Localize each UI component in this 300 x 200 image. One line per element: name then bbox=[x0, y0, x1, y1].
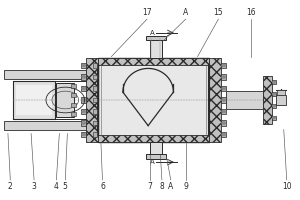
Bar bbox=[209, 58, 221, 142]
Circle shape bbox=[222, 64, 226, 67]
Circle shape bbox=[82, 64, 86, 67]
Bar bbox=[93, 63, 98, 68]
Bar bbox=[263, 76, 272, 124]
Circle shape bbox=[222, 133, 226, 136]
Bar bbox=[272, 92, 276, 96]
Bar bbox=[221, 63, 226, 68]
Text: 10: 10 bbox=[282, 182, 292, 191]
Bar bbox=[93, 86, 98, 91]
Circle shape bbox=[272, 117, 276, 119]
Circle shape bbox=[272, 105, 276, 107]
Text: 16: 16 bbox=[246, 8, 256, 17]
Bar bbox=[272, 116, 276, 120]
Bar bbox=[81, 63, 86, 68]
Bar bbox=[221, 86, 226, 91]
Bar bbox=[4, 121, 85, 130]
Text: 4: 4 bbox=[54, 182, 59, 191]
Bar bbox=[221, 74, 226, 80]
Bar bbox=[81, 132, 86, 137]
Bar bbox=[221, 109, 226, 114]
Circle shape bbox=[82, 122, 86, 124]
Circle shape bbox=[82, 99, 86, 101]
Bar bbox=[4, 70, 85, 79]
Circle shape bbox=[82, 133, 86, 136]
Bar bbox=[81, 120, 86, 126]
Bar bbox=[93, 109, 98, 114]
Circle shape bbox=[272, 93, 276, 95]
Circle shape bbox=[82, 87, 86, 90]
Bar bbox=[93, 132, 98, 137]
Bar bbox=[226, 91, 263, 109]
Text: 8: 8 bbox=[160, 182, 164, 191]
Bar bbox=[70, 103, 76, 107]
Text: 15: 15 bbox=[214, 8, 223, 17]
Text: 6: 6 bbox=[100, 182, 105, 191]
Bar bbox=[16, 85, 52, 115]
Bar bbox=[85, 58, 98, 142]
Bar bbox=[276, 95, 286, 105]
Bar bbox=[221, 120, 226, 126]
Bar bbox=[272, 104, 276, 108]
Bar bbox=[93, 98, 98, 102]
Bar bbox=[70, 112, 76, 116]
Circle shape bbox=[222, 99, 226, 101]
Bar bbox=[81, 109, 86, 114]
Text: 3: 3 bbox=[32, 182, 37, 191]
Bar bbox=[146, 36, 166, 40]
Bar bbox=[81, 74, 86, 80]
Text: A: A bbox=[150, 159, 155, 165]
Circle shape bbox=[222, 122, 226, 124]
Text: 5: 5 bbox=[63, 182, 68, 191]
Text: 9: 9 bbox=[183, 182, 188, 191]
Text: A: A bbox=[183, 8, 188, 17]
Text: A: A bbox=[168, 182, 173, 191]
Bar bbox=[56, 83, 74, 117]
Bar bbox=[277, 90, 285, 95]
Bar bbox=[93, 121, 98, 125]
Text: 2: 2 bbox=[8, 182, 13, 191]
Bar bbox=[98, 58, 209, 142]
Bar bbox=[221, 97, 226, 103]
Bar bbox=[70, 93, 76, 97]
Bar bbox=[150, 142, 162, 156]
Circle shape bbox=[222, 87, 226, 90]
Bar bbox=[93, 75, 98, 79]
Bar bbox=[272, 80, 276, 84]
Bar bbox=[98, 58, 209, 65]
Bar bbox=[221, 132, 226, 137]
Circle shape bbox=[82, 76, 86, 78]
Bar bbox=[146, 154, 166, 159]
Bar bbox=[13, 81, 55, 119]
Circle shape bbox=[222, 110, 226, 113]
Circle shape bbox=[272, 81, 276, 83]
Bar bbox=[98, 135, 209, 142]
Bar bbox=[150, 38, 162, 58]
Bar bbox=[70, 84, 76, 88]
Bar bbox=[81, 86, 86, 91]
Text: 7: 7 bbox=[148, 182, 152, 191]
Circle shape bbox=[222, 76, 226, 78]
Circle shape bbox=[82, 110, 86, 113]
Text: 17: 17 bbox=[142, 8, 152, 17]
Text: A: A bbox=[150, 30, 155, 36]
Bar bbox=[81, 97, 86, 103]
